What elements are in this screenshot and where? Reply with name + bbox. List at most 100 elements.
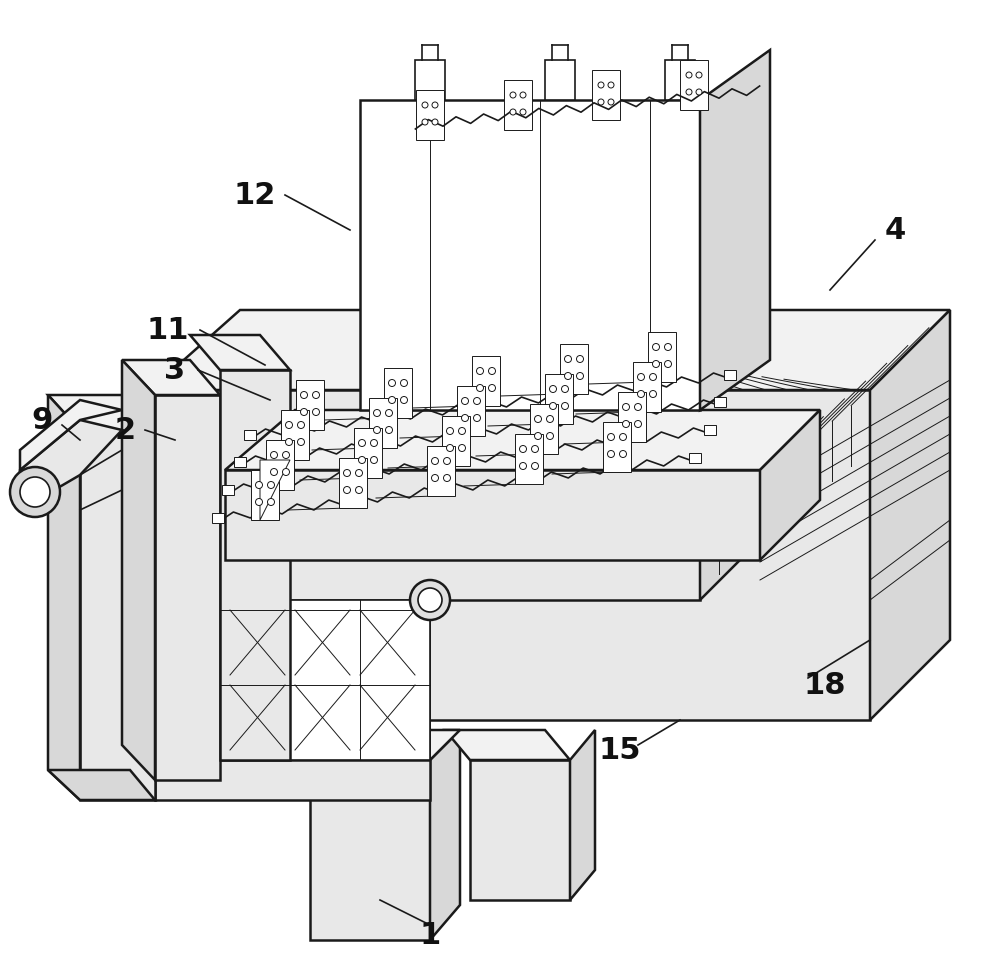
Circle shape (286, 421, 292, 428)
Polygon shape (665, 60, 695, 100)
Circle shape (358, 456, 366, 463)
Circle shape (635, 420, 642, 427)
Circle shape (458, 427, 466, 434)
Polygon shape (48, 395, 155, 430)
Polygon shape (296, 380, 324, 430)
Polygon shape (430, 730, 460, 940)
Polygon shape (48, 770, 155, 800)
Text: 4: 4 (884, 216, 906, 245)
Circle shape (358, 440, 366, 447)
Circle shape (444, 457, 450, 464)
Polygon shape (724, 370, 736, 380)
Circle shape (458, 445, 466, 452)
Polygon shape (310, 760, 430, 940)
Polygon shape (48, 395, 80, 800)
Polygon shape (150, 310, 950, 390)
Circle shape (270, 468, 278, 476)
Polygon shape (700, 50, 770, 410)
Polygon shape (680, 60, 708, 110)
Polygon shape (251, 470, 279, 520)
Circle shape (474, 415, 480, 421)
Circle shape (510, 109, 516, 115)
Polygon shape (285, 730, 430, 760)
Circle shape (268, 482, 274, 488)
Polygon shape (618, 392, 646, 442)
Circle shape (432, 475, 438, 482)
Circle shape (356, 486, 362, 493)
Polygon shape (560, 344, 588, 394)
Polygon shape (339, 458, 367, 508)
Circle shape (576, 373, 584, 380)
Polygon shape (545, 374, 573, 424)
Circle shape (410, 580, 450, 620)
Circle shape (462, 415, 468, 421)
Polygon shape (20, 400, 122, 470)
Polygon shape (369, 398, 397, 448)
Circle shape (256, 482, 262, 488)
Circle shape (477, 385, 484, 391)
Circle shape (370, 440, 378, 447)
Circle shape (432, 119, 438, 125)
Polygon shape (155, 395, 220, 780)
Circle shape (374, 410, 380, 417)
Polygon shape (80, 430, 155, 800)
Circle shape (344, 486, 351, 493)
Polygon shape (470, 760, 570, 900)
Circle shape (534, 432, 542, 440)
Circle shape (562, 385, 568, 392)
Circle shape (564, 355, 572, 362)
Circle shape (444, 475, 450, 482)
Circle shape (270, 452, 278, 458)
Circle shape (622, 404, 630, 411)
Circle shape (532, 462, 538, 470)
Circle shape (422, 119, 428, 125)
Circle shape (652, 360, 660, 367)
Circle shape (298, 439, 304, 446)
Circle shape (300, 409, 308, 416)
Text: 3: 3 (164, 355, 186, 385)
Circle shape (608, 433, 614, 441)
Circle shape (312, 391, 320, 398)
Polygon shape (648, 332, 676, 382)
Circle shape (446, 427, 454, 434)
Polygon shape (155, 730, 460, 760)
Circle shape (620, 433, 626, 441)
Text: 1: 1 (419, 921, 441, 950)
Circle shape (520, 446, 526, 452)
Polygon shape (220, 600, 430, 760)
Polygon shape (234, 457, 246, 467)
Circle shape (374, 426, 380, 433)
Polygon shape (700, 470, 760, 600)
Polygon shape (80, 390, 870, 720)
Circle shape (422, 102, 428, 108)
Text: 15: 15 (599, 735, 641, 764)
Polygon shape (244, 430, 256, 440)
Polygon shape (225, 470, 760, 560)
Circle shape (474, 397, 480, 405)
Polygon shape (266, 440, 294, 490)
Polygon shape (714, 397, 726, 407)
Polygon shape (592, 70, 620, 120)
Polygon shape (445, 730, 570, 760)
Circle shape (462, 397, 468, 405)
Polygon shape (603, 422, 631, 472)
Circle shape (356, 470, 362, 477)
Text: 11: 11 (147, 316, 189, 345)
Circle shape (546, 416, 554, 422)
Polygon shape (155, 760, 430, 800)
Circle shape (520, 462, 526, 470)
Circle shape (686, 72, 692, 78)
Circle shape (477, 367, 484, 375)
Circle shape (664, 344, 672, 351)
Text: 18: 18 (804, 671, 846, 699)
Circle shape (268, 498, 274, 506)
Circle shape (418, 588, 442, 612)
Circle shape (622, 420, 630, 427)
Polygon shape (570, 730, 595, 900)
Polygon shape (190, 335, 290, 370)
Circle shape (546, 432, 554, 440)
Polygon shape (384, 368, 412, 418)
Circle shape (432, 102, 438, 108)
Polygon shape (122, 360, 155, 780)
Polygon shape (281, 410, 309, 460)
